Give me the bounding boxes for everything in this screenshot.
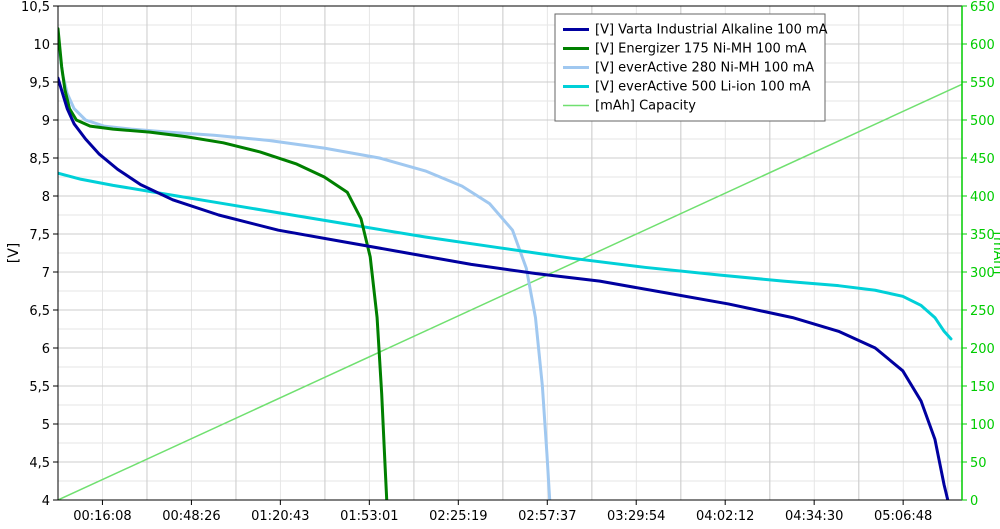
x-tick-label: 02:25:19 bbox=[429, 509, 487, 524]
y-left-tick-label: 8 bbox=[42, 190, 50, 205]
y-left-tick-label: 5,5 bbox=[29, 380, 50, 395]
y-left-tick-label: 8,5 bbox=[29, 152, 50, 167]
y-right-axis-label: [mAh] bbox=[990, 231, 1000, 274]
y-left-tick-label: 7 bbox=[42, 266, 50, 281]
legend-label: [V] Varta Industrial Alkaline 100 mA bbox=[595, 23, 828, 38]
legend-label: [V] Energizer 175 Ni-MH 100 mA bbox=[595, 42, 807, 57]
y-left-tick-label: 10 bbox=[33, 38, 50, 53]
y-left-axis-label: [V] bbox=[6, 243, 22, 264]
x-tick-label: 01:20:43 bbox=[251, 509, 309, 524]
y-right-tick-label: 150 bbox=[970, 380, 995, 395]
legend-label: [V] everActive 280 Ni-MH 100 mA bbox=[595, 61, 814, 76]
y-left-tick-label: 6,5 bbox=[29, 304, 50, 319]
x-tick-label: 00:16:08 bbox=[73, 509, 131, 524]
battery-discharge-chart: 4 4,5 5 5,5 6 6,5 7 7,5 8 8,5 9 9,5 10 10,5 0 50 100 150 2… bbox=[0, 0, 1000, 529]
legend-label: [V] everActive 500 Li-ion 100 mA bbox=[595, 80, 811, 95]
x-tick-label: 00:48:26 bbox=[162, 509, 220, 524]
legend: [V] Varta Industrial Alkaline 100 mA [V] … bbox=[555, 14, 828, 121]
y-right-tick-label: 400 bbox=[970, 190, 995, 205]
x-tick-label: 04:02:12 bbox=[696, 509, 754, 524]
y-right-tick-label: 100 bbox=[970, 418, 995, 433]
legend-label: [mAh] Capacity bbox=[595, 99, 696, 114]
x-tick-label: 05:06:48 bbox=[874, 509, 932, 524]
y-left-tick-label: 4,5 bbox=[29, 456, 50, 471]
x-tick-label: 02:57:37 bbox=[518, 509, 576, 524]
x-tick-label: 03:29:54 bbox=[607, 509, 665, 524]
x-tick-label: 01:53:01 bbox=[340, 509, 398, 524]
y-right-tick-label: 50 bbox=[970, 456, 987, 471]
y-right-tick-label: 500 bbox=[970, 114, 995, 129]
y-left-tick-label: 9,5 bbox=[29, 76, 50, 91]
y-right-tick-label: 550 bbox=[970, 76, 995, 91]
y-left-tick-label: 5 bbox=[42, 418, 50, 433]
y-left-tick-label: 10,5 bbox=[21, 0, 50, 15]
y-right-tick-label: 250 bbox=[970, 304, 995, 319]
x-tick-label: 04:34:30 bbox=[785, 509, 843, 524]
y-right-tick-label: 200 bbox=[970, 342, 995, 357]
y-left-tick-label: 4 bbox=[42, 494, 50, 509]
y-left-tick-label: 9 bbox=[42, 114, 50, 129]
y-right-tick-label: 600 bbox=[970, 38, 995, 53]
y-right-tick-label: 0 bbox=[970, 494, 978, 509]
y-right-tick-label: 650 bbox=[970, 0, 995, 15]
y-left-tick-label: 7,5 bbox=[29, 228, 50, 243]
y-right-tick-label: 450 bbox=[970, 152, 995, 167]
y-left-tick-label: 6 bbox=[42, 342, 50, 357]
